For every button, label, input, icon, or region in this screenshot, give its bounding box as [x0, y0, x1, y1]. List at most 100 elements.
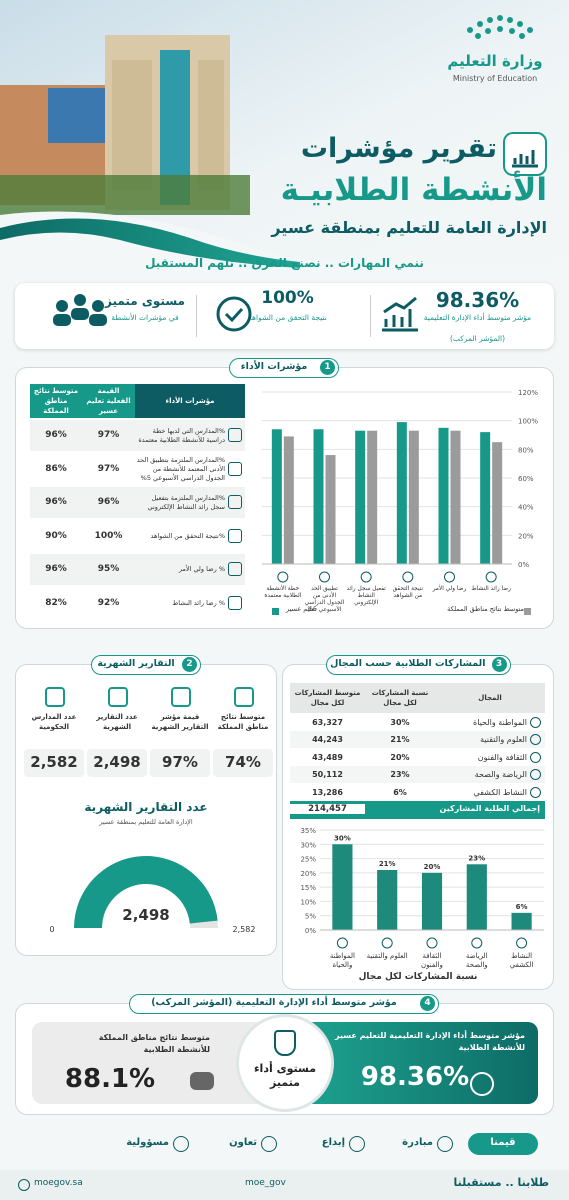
header-background — [0, 0, 569, 280]
y-tick-label: 0% — [305, 927, 316, 935]
kpi-value: مستوى متميز — [105, 294, 185, 308]
table-row — [290, 731, 545, 749]
x-tick-label: نتيجة التحقق من الشواهد — [392, 586, 424, 599]
table-cell-text: 86% — [45, 463, 67, 474]
card-label: عدد التقارير الشهرية — [96, 713, 138, 731]
kpi-value: 98.36% — [435, 288, 520, 312]
table-cell: 23% — [365, 766, 435, 783]
values-title: قيمنا — [490, 1137, 516, 1148]
card-label: عدد المدارس الحكومية — [31, 713, 77, 731]
bar — [332, 844, 353, 930]
section-number: 4 — [420, 996, 435, 1011]
chart-svg: 0% 5% 10% 15% 20% 25% 30% 35% 30% 21% 20% 23% 6% — [300, 827, 544, 949]
value-icon — [349, 1136, 365, 1152]
table-cell-text: 63,327 — [312, 718, 343, 727]
table-header: مؤشرات الأداء — [135, 384, 245, 418]
category-icon — [516, 937, 528, 949]
divider — [370, 295, 371, 337]
value-icon — [261, 1136, 277, 1152]
table-cell-text: 97% — [97, 463, 120, 474]
x-tick-label: النشاط الكشفي — [509, 952, 534, 969]
gauge-tick-label: 0 — [49, 925, 54, 934]
table-cell-text: 13,286 — [312, 787, 343, 797]
footer-icon — [18, 1179, 30, 1191]
table-cell-text: %نتيجة التحقق من الشواهد — [150, 531, 225, 540]
table-cell-text: 44,243 — [312, 735, 343, 745]
y-tick-label: 0% — [518, 561, 529, 569]
row-icon — [228, 428, 242, 442]
chart: عدد التقارير الشهرية الإدارة العامة للتعل… — [20, 800, 272, 950]
table-cell-text: الرياضة والصحة — [474, 770, 527, 780]
table-cell-text: 96% — [45, 564, 67, 574]
table-cell-text: 96% — [45, 430, 67, 440]
table-header: المجال — [435, 683, 545, 713]
table-cell: 50,112 — [290, 766, 365, 783]
category-icon — [471, 937, 483, 949]
table-cell-text: 100% — [94, 530, 123, 541]
category-icon — [277, 571, 289, 583]
row-icon — [530, 769, 541, 781]
card-label: قيمة مؤشر التقارير الشهرية — [151, 713, 209, 731]
chart-svg: 2,498 0 2,582 — [49, 856, 255, 934]
table-cell-text: النشاط الكشفي — [473, 787, 527, 797]
table-cell-text: 90% — [45, 530, 67, 541]
kingdom-label: متوسط نتائج مناطق المملكة للأنشطة الطلاب… — [98, 1033, 210, 1054]
card-value-box: 74% — [213, 749, 273, 777]
table-cell: 92% — [82, 588, 135, 619]
y-tick-label: 60% — [518, 475, 534, 483]
card-value: 74% — [225, 753, 261, 771]
section-pill: 3 المشاركات الطلابية حسب المجال — [325, 655, 511, 675]
bar — [377, 870, 398, 930]
category-icon — [402, 571, 414, 583]
footer-motto: طلابنا .. مستقبلنا — [453, 1176, 550, 1189]
slogan: ننمي المهارات .. نصنع الفرق .. تلهم المس… — [145, 256, 424, 270]
table-cell-text: المواطنة والحياة — [473, 718, 527, 727]
bar — [480, 432, 491, 564]
table-cell-text: 20% — [390, 752, 410, 762]
table-cell-text: 21% — [390, 735, 410, 745]
kpi-label: مؤشر متوسط أداء الإدارة التعليمية — [423, 313, 532, 322]
table-cell: 96% — [30, 487, 82, 518]
table-cell: 21% — [365, 731, 435, 748]
table-cell: 97% — [82, 454, 135, 485]
category-icon — [381, 937, 393, 949]
row-icon — [228, 562, 242, 576]
table-cell-text: الثقافة والفنون — [477, 752, 527, 762]
x-tick-label: تطبيق الحد الأدنى من الجدول الدراسي الأس… — [304, 586, 345, 613]
y-tick-label: 35% — [300, 827, 316, 835]
table-row — [30, 487, 245, 518]
y-tick-label: 25% — [300, 856, 316, 864]
table-row — [290, 783, 545, 801]
bar — [492, 442, 503, 564]
bar — [408, 430, 419, 564]
kpi-value: 100% — [261, 288, 314, 308]
kpi-label: في مؤشرات الأنشطة — [111, 313, 179, 322]
y-tick-label: 80% — [518, 446, 534, 454]
table-cell-text: 95% — [97, 564, 120, 574]
value-item: تعاون — [229, 1137, 257, 1148]
legend-label: تعليم عسير — [286, 605, 317, 613]
row-icon — [530, 751, 541, 763]
section-number: 1 — [320, 360, 335, 375]
table-cell-text: % رضا ولي الأمر — [178, 565, 225, 573]
table-row — [30, 587, 245, 619]
card-value: 2,498 — [93, 753, 141, 771]
table-cell-text: 96% — [97, 497, 120, 507]
table-cell: 96% — [30, 420, 82, 451]
bar — [271, 429, 282, 564]
table-header-text: متوسط المشاركات لكل مجال — [294, 689, 361, 707]
table-header-text: المجال — [478, 694, 502, 702]
values-pill: قيمنا — [468, 1133, 538, 1155]
kingdom-value: 88.1% — [64, 1064, 156, 1094]
table-cell: %المدارس الملتزمة بتطبيق الحد الأدنى الم… — [135, 454, 225, 485]
table-row — [290, 748, 545, 766]
value-label: 30% — [334, 834, 351, 842]
chart: 0% 20% 40% 60% 80% 100% 120% خطة الأنشطة الطلاب… — [256, 382, 550, 622]
table-cell-text: % رضا رائد النشاط — [172, 598, 225, 607]
trophy-icon — [274, 1030, 296, 1056]
table-cell-text: 30% — [390, 718, 410, 727]
table-header: متوسط نتائج مناطق المملكة — [30, 384, 82, 418]
bar — [283, 436, 294, 564]
table-cell: العلوم والتقنية — [435, 731, 527, 748]
